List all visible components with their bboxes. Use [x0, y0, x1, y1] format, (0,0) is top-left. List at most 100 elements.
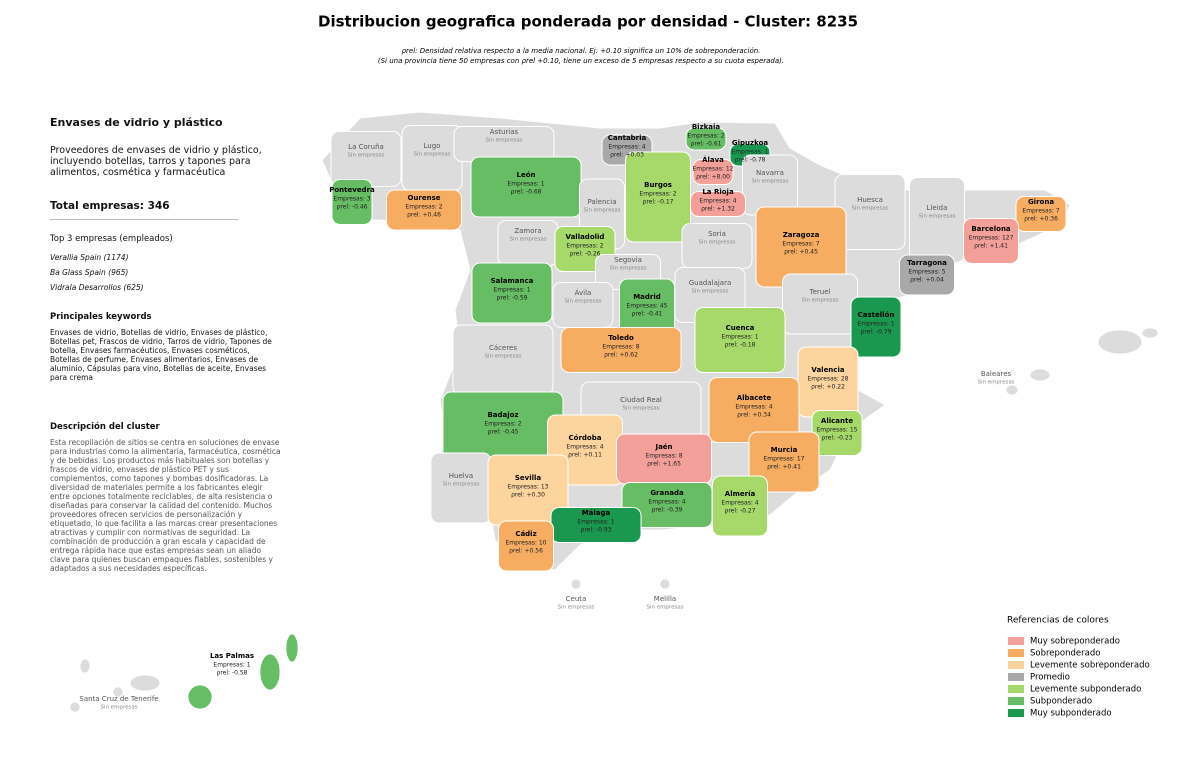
province-status: Sin empresas: [442, 482, 479, 488]
province-rho: ρrel: +0.30: [511, 492, 545, 499]
province-shape: [79, 658, 91, 674]
province-count: Empresas: 1: [507, 181, 544, 188]
province-shape: [694, 307, 786, 373]
province-rho: ρrel: -0.59: [497, 295, 528, 302]
legend-label: Muy sobreponderado: [1030, 637, 1120, 647]
province-count: Empresas: 5: [908, 269, 945, 276]
province-rho: ρrel: -0.93: [581, 527, 612, 534]
province-rho: ρrel: +0.62: [604, 352, 638, 359]
province-shape: [430, 452, 492, 524]
province-name: Albacete: [737, 394, 772, 402]
province-name: Murcia: [771, 446, 798, 454]
province-name: Pontevedra: [329, 186, 375, 194]
province-shape: [1097, 329, 1143, 355]
legend-label: Muy subponderado: [1030, 709, 1112, 719]
legend-swatch: [1008, 649, 1024, 657]
province-name: Gipuzkoa: [732, 139, 768, 147]
province-count: Empresas: 1: [577, 519, 614, 526]
description-heading: Descripción del cluster: [50, 422, 160, 432]
province-name: Bizkaia: [692, 123, 721, 131]
province-name: Las Palmas: [210, 652, 254, 660]
province-count: Empresas: 127: [969, 235, 1014, 242]
province-name: Guadalajara: [689, 279, 732, 287]
province-shape: [452, 324, 554, 396]
province-name: Jaén: [654, 443, 672, 451]
province-rho: ρrel: +0.22: [811, 384, 845, 391]
province-count: Empresas: 12: [693, 166, 734, 173]
province-name: Barcelona: [971, 225, 1011, 233]
province-shape: [259, 653, 281, 691]
province-shape: [782, 273, 858, 335]
province-shape: [850, 296, 902, 358]
top-company: Vidrala Desarrollos (625): [50, 283, 144, 292]
province-count: Empresas: 2: [405, 204, 442, 211]
province-shape: [909, 177, 965, 263]
province-rho: ρrel: +8.00: [696, 174, 730, 181]
province-count: Empresas: 4: [699, 198, 736, 205]
province-rho: ρrel: +0.04: [910, 277, 944, 284]
province-name: Granada: [650, 489, 684, 497]
province-shape: [1141, 327, 1159, 339]
province-status: Sin empresas: [977, 380, 1014, 386]
province-name: Valladolid: [566, 233, 605, 241]
province-name: Álava: [702, 155, 724, 164]
province-count: Empresas: 1: [213, 662, 250, 669]
province-name: Asturias: [490, 128, 519, 136]
province-count: Empresas: 2: [687, 133, 724, 140]
province-rho: ρrel: +0.41: [767, 464, 801, 471]
province-name: Málaga: [582, 509, 611, 517]
province-rho: ρrel: -0.78: [735, 157, 766, 164]
province-count: Empresas: 15: [817, 427, 858, 434]
top-company: Ba Glass Spain (965): [50, 268, 129, 277]
title: Distribucion geografica ponderada por de…: [318, 13, 858, 31]
province-name: Baleares: [981, 370, 1012, 378]
province-count: Empresas: 4: [721, 500, 758, 507]
province-rho: ρrel: +1.32: [701, 206, 735, 213]
province-shape: [69, 701, 81, 713]
province-shape: [471, 262, 553, 324]
province-shape: [129, 674, 161, 692]
province-status: Sin empresas: [100, 705, 137, 711]
province-shape: [560, 327, 682, 373]
province-shape: [659, 578, 671, 590]
province-name: Cáceres: [489, 344, 517, 352]
province-rho: ρrel: -0.68: [511, 189, 542, 196]
province-rho: ρrel: -0.79: [861, 329, 892, 336]
province-count: Empresas: 7: [782, 241, 819, 248]
province-name: Girona: [1028, 198, 1054, 206]
province-status: Sin empresas: [509, 237, 546, 243]
province-rho: ρrel: +0.03: [610, 152, 644, 159]
province-count: Empresas: 13: [508, 484, 549, 491]
province-shape: [1015, 196, 1067, 232]
province-count: Empresas: 4: [735, 404, 772, 411]
province-shape: [625, 151, 691, 243]
province-rho: ρrel: -0.18: [725, 342, 756, 349]
province-name: Segovia: [614, 256, 642, 264]
province-rho: ρrel: -0.17: [643, 199, 674, 206]
province-name: Almería: [725, 490, 756, 498]
province-name: Ávila: [575, 288, 592, 297]
province-name: Valencia: [811, 366, 844, 374]
province-name: Badajoz: [487, 411, 518, 419]
province-rho: ρrel: -0.58: [217, 670, 248, 677]
cluster-description: Esta recopilación de sitios se centra en…: [50, 438, 281, 573]
province-shape: [1029, 368, 1051, 382]
province-shape: [685, 127, 727, 151]
province-name: Navarra: [756, 169, 784, 177]
province-count: Empresas: 2: [639, 191, 676, 198]
province-status: Sin empresas: [484, 354, 521, 360]
province-rho: ρrel: -0.23: [822, 435, 853, 442]
legend-label: Levemente subponderado: [1030, 685, 1141, 695]
province-name: Toledo: [608, 334, 634, 342]
province-count: Empresas: 8: [602, 344, 639, 351]
province-shape: [742, 154, 798, 216]
province-rho: ρrel: -0.26: [570, 251, 601, 258]
province-name: Palencia: [588, 198, 617, 206]
province-shape: [285, 633, 299, 663]
province-status: Sin empresas: [609, 266, 646, 272]
province-shape: [570, 578, 582, 590]
province-rho: ρrel: -0.27: [725, 508, 756, 515]
province-count: Empresas: 10: [506, 540, 547, 547]
province-name: Zamora: [514, 227, 541, 235]
